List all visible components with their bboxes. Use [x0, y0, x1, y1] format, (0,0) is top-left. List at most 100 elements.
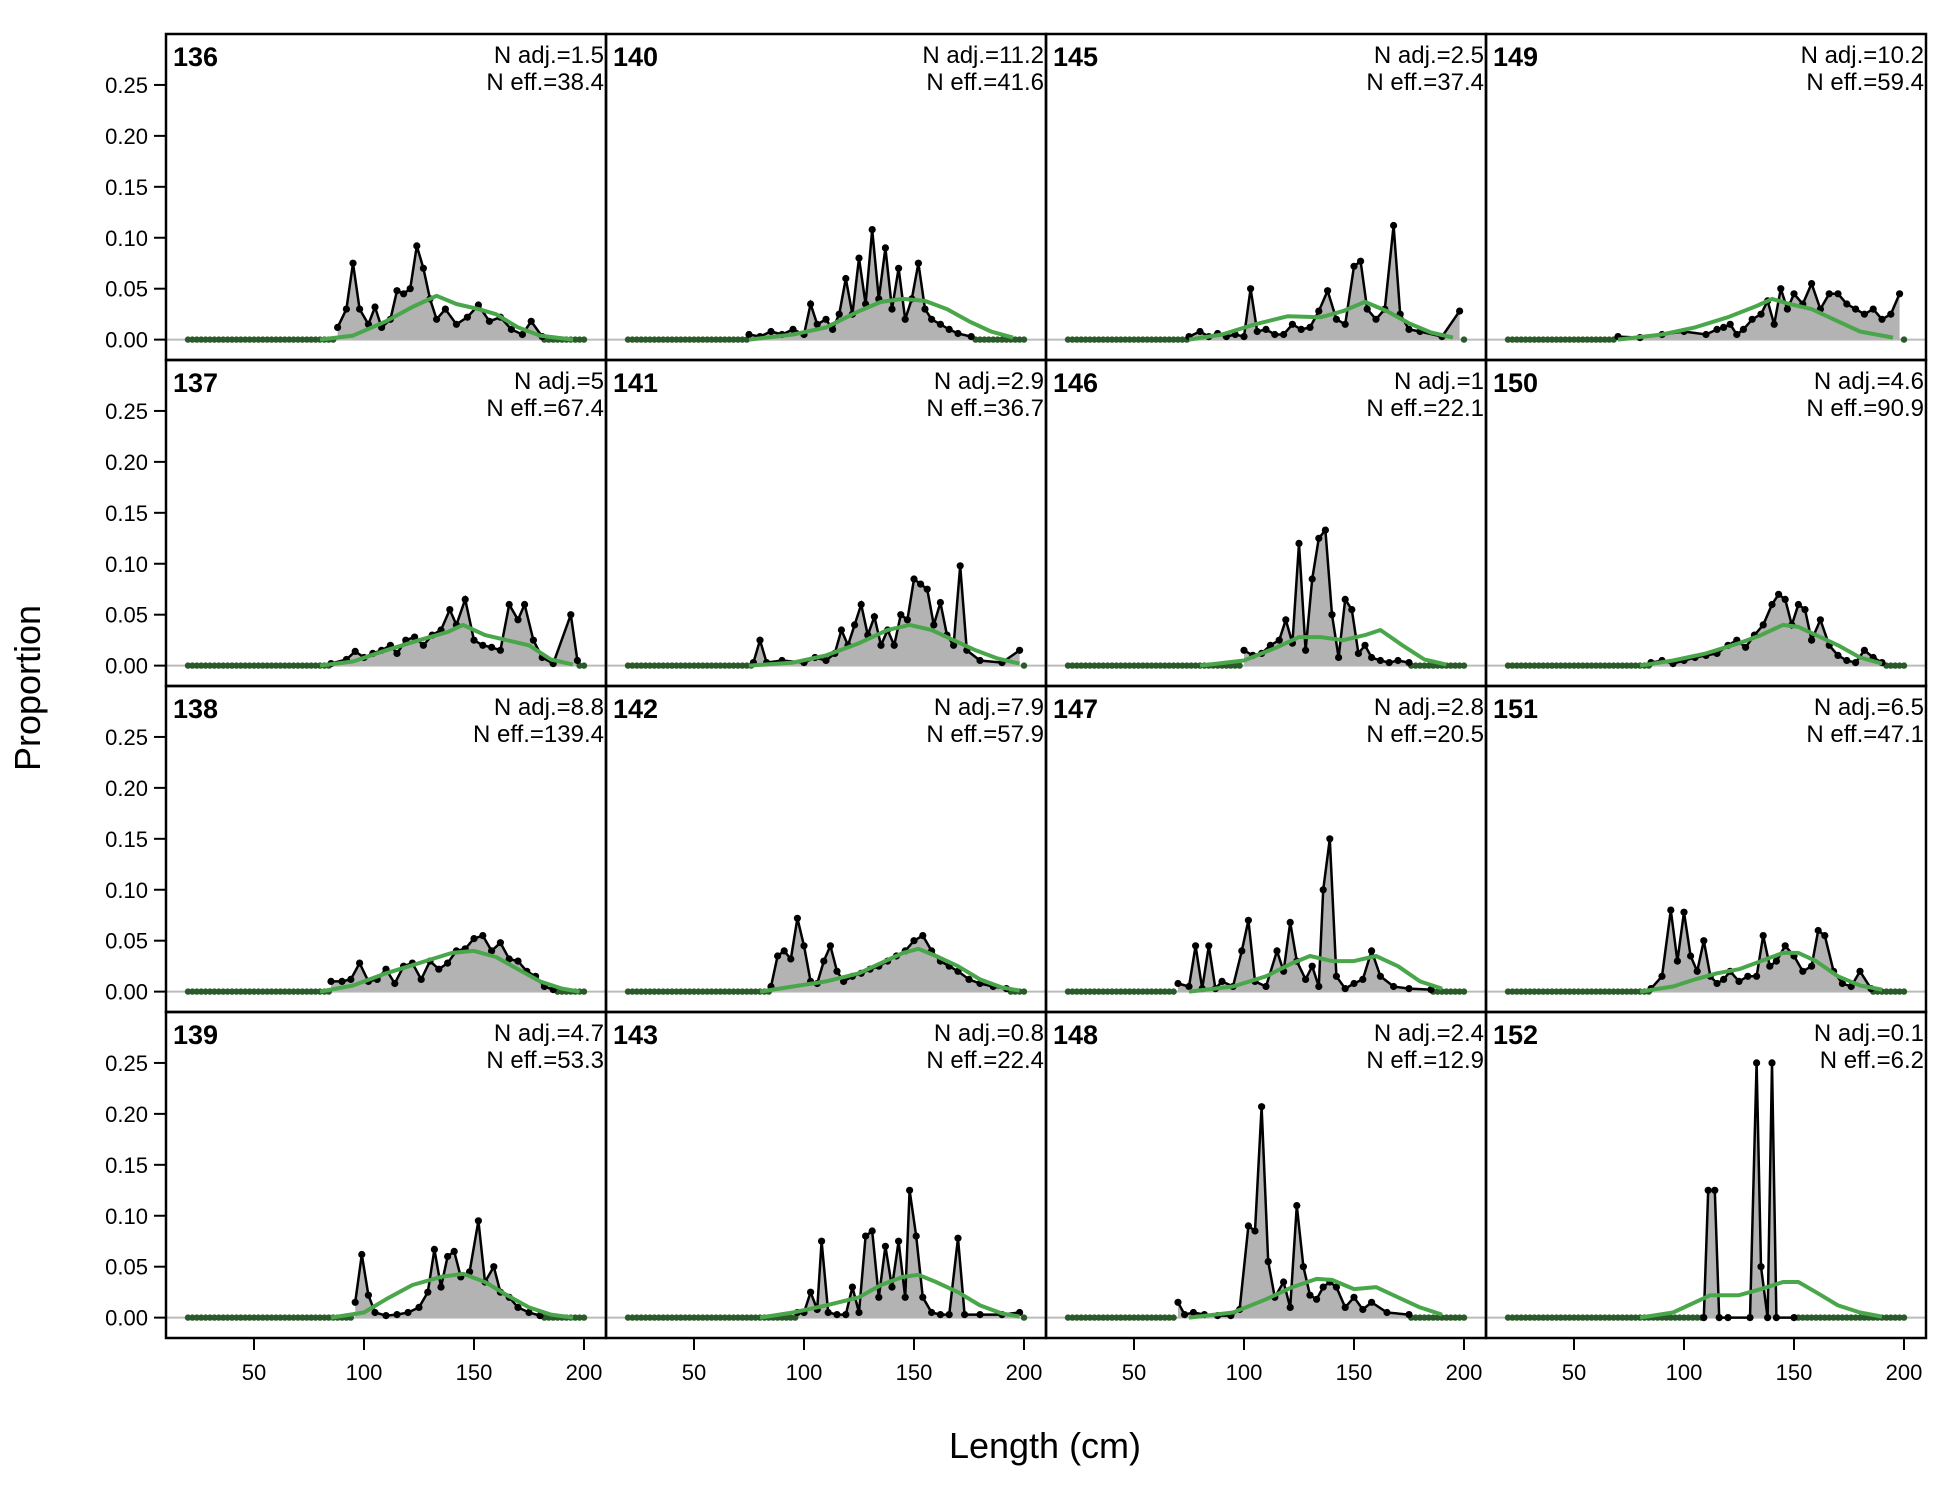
observed-point	[1825, 290, 1833, 298]
zero-point	[1592, 988, 1600, 995]
zero-point	[1562, 988, 1569, 995]
zero-point	[1166, 662, 1173, 669]
observed-point	[1350, 979, 1358, 988]
observed-point	[371, 1308, 379, 1317]
zero-point	[233, 988, 240, 995]
zero-point	[184, 336, 192, 343]
observed-point	[1834, 290, 1842, 298]
zero-point	[224, 1314, 231, 1321]
zero-point	[1078, 1314, 1085, 1321]
observed-point	[1770, 320, 1778, 328]
observed-point	[518, 330, 527, 339]
zero-point	[1456, 988, 1463, 995]
zero-point	[1170, 988, 1177, 995]
observed-point	[903, 616, 912, 624]
observed-point	[954, 1234, 962, 1242]
x-tick-label: 50	[242, 1360, 266, 1385]
observed-point	[1280, 1278, 1288, 1286]
observed-fill	[355, 1220, 540, 1318]
y-tick-label: 0.20	[105, 450, 148, 475]
zero-point	[704, 336, 711, 343]
zero-point	[224, 662, 231, 669]
observed-point	[1834, 651, 1842, 660]
zero-point	[312, 336, 319, 343]
zero-point	[1535, 988, 1543, 995]
y-tick-label: 0.10	[105, 226, 148, 251]
n-adj-label: N adj.=8.8	[494, 694, 604, 721]
observed-point	[404, 1308, 412, 1317]
observed-fill	[771, 918, 1007, 992]
observed-point	[807, 300, 815, 308]
zero-point	[580, 336, 588, 343]
zero-point	[1091, 662, 1098, 669]
observed-point	[485, 317, 493, 325]
zero-point	[1117, 988, 1125, 995]
zero-point	[1848, 1314, 1855, 1321]
zero-point	[242, 1314, 249, 1321]
expected-line	[330, 1271, 574, 1320]
observed-point	[851, 621, 859, 629]
observed-point	[780, 947, 788, 955]
observed-point	[1821, 932, 1829, 940]
observed-point	[1328, 611, 1336, 619]
zero-point	[193, 336, 200, 343]
zero-point	[237, 1314, 244, 1321]
zero-point	[1144, 662, 1151, 669]
observed-point	[855, 254, 863, 262]
zero-point	[664, 662, 671, 669]
observed-point	[1852, 659, 1860, 667]
observed-point	[1713, 325, 1721, 333]
zero-point	[1540, 662, 1547, 669]
zero-point	[629, 336, 636, 343]
observed-point	[1253, 327, 1261, 336]
zero-point	[1535, 1314, 1543, 1321]
zero-point	[206, 1314, 214, 1321]
zero-point	[1179, 662, 1186, 669]
zero-point	[981, 336, 988, 343]
observed-point	[842, 1311, 850, 1319]
zero-point	[1504, 1314, 1512, 1321]
zero-point	[1078, 336, 1085, 343]
observed-point	[514, 957, 522, 965]
zero-point	[277, 988, 284, 995]
n-eff-label: N eff.=22.1	[1366, 395, 1484, 422]
observed-point	[1262, 325, 1270, 333]
observed-point	[1385, 659, 1393, 667]
observed-point	[1843, 300, 1851, 308]
zero-point	[1460, 336, 1468, 343]
zero-point	[1526, 662, 1534, 669]
observed-point	[1702, 330, 1710, 339]
x-tick-label: 200	[1446, 1360, 1483, 1385]
zero-point	[1821, 1314, 1829, 1321]
panel-148: 148 N adj.=2.4N eff.=12.9	[1044, 1010, 1488, 1340]
zero-point	[1456, 1314, 1463, 1321]
observed-point	[490, 1263, 498, 1271]
observed-point	[1724, 1314, 1732, 1322]
zero-point	[580, 662, 588, 669]
zero-point	[1412, 1314, 1419, 1321]
zero-point	[1588, 336, 1595, 343]
zero-point	[259, 336, 266, 343]
panel-150: 150 N adj.=4.6N eff.=90.9	[1484, 358, 1928, 688]
zero-point	[1883, 1314, 1890, 1321]
observed-point	[444, 959, 452, 967]
zero-point	[1575, 662, 1582, 669]
observed-point	[875, 1293, 883, 1301]
observed-point	[1715, 1314, 1723, 1322]
y-tick-label: 0.05	[105, 1255, 148, 1280]
observed-point	[1693, 967, 1701, 975]
zero-point	[211, 988, 218, 995]
observed-point	[1700, 937, 1708, 945]
n-eff-label: N eff.=41.6	[926, 69, 1044, 96]
observed-point	[1456, 307, 1464, 315]
panel-title: 145	[1053, 42, 1098, 72]
observed-point	[862, 1232, 870, 1240]
zero-point	[1012, 336, 1019, 343]
zero-point	[1553, 336, 1560, 343]
zero-point	[1856, 1314, 1864, 1321]
zero-point	[1628, 1314, 1635, 1321]
zero-point	[308, 988, 315, 995]
zero-point	[299, 336, 306, 343]
zero-point	[730, 336, 737, 343]
n-eff-label: N eff.=22.4	[926, 1047, 1044, 1074]
